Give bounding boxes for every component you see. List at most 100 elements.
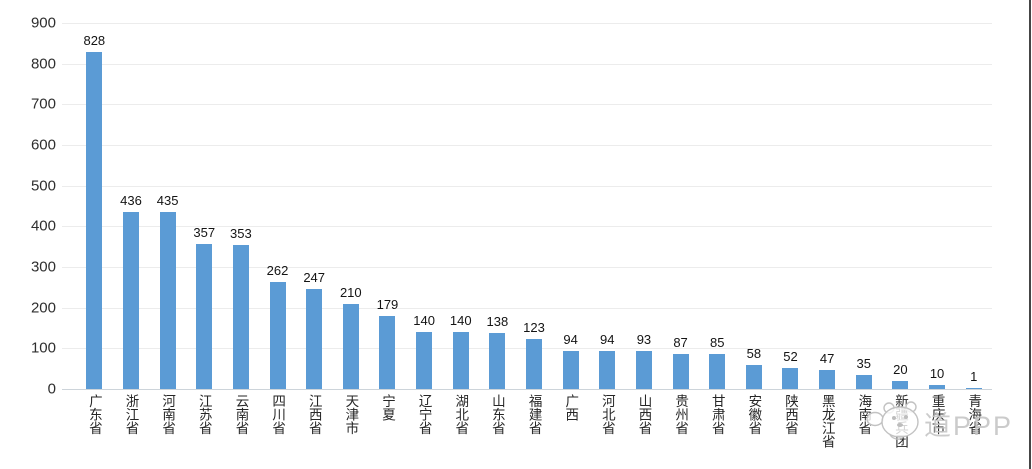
- gridline-700: [62, 104, 992, 106]
- x-axis-label-cell: 安徽省: [736, 394, 773, 448]
- bar: [672, 353, 689, 389]
- x-axis-label-cell: 福建省: [516, 394, 553, 448]
- bar: [379, 316, 396, 389]
- bar: [782, 367, 799, 389]
- bar-value-label: 140: [413, 313, 435, 329]
- bar-value-label: 10: [929, 365, 945, 381]
- bar-value-label: 247: [303, 269, 326, 285]
- x-axis-label: 贵州省: [673, 394, 689, 435]
- gridline-500: [62, 185, 992, 187]
- x-axis-label-cell: 河南省: [149, 394, 186, 448]
- bar-value-label: 179: [376, 297, 399, 313]
- x-axis-label-cell: 广西: [552, 394, 589, 448]
- x-axis-label-cell: 广东省: [76, 394, 113, 448]
- bar: [855, 374, 872, 389]
- bar: [232, 245, 249, 389]
- watermark-text: 道PPP: [924, 411, 1014, 441]
- x-axis-label: 河南省: [160, 394, 176, 435]
- gridline-600: [62, 145, 992, 146]
- gridline-800: [62, 63, 992, 65]
- bar: [709, 354, 726, 389]
- bar-value-label: 435: [156, 193, 179, 209]
- y-tick-label-500: 500: [30, 177, 56, 195]
- bar-column: 140: [442, 23, 479, 389]
- gridline-400: [62, 226, 992, 228]
- x-axis-label: 山东省: [489, 394, 505, 435]
- bar-column: 94: [552, 23, 589, 389]
- x-axis-label: 河北省: [599, 394, 615, 435]
- x-axis-label: 江苏省: [196, 394, 212, 435]
- bar-column: 47: [809, 23, 846, 389]
- bar: [269, 282, 286, 389]
- y-tick-label-100: 100: [30, 339, 56, 357]
- x-axis-label-cell: 贵州省: [662, 394, 699, 448]
- x-axis-label: 陕西省: [783, 394, 799, 435]
- bar-value-label: 1: [970, 369, 978, 384]
- bar: [196, 243, 213, 389]
- bar-value-label: 85: [709, 335, 725, 351]
- bar-value-label: 123: [523, 319, 545, 335]
- bar: [159, 212, 176, 389]
- x-axis-label: 广东省: [86, 394, 102, 435]
- bar-value-label: 35: [856, 355, 871, 371]
- bar-value-label: 353: [230, 226, 252, 242]
- bar-column: 94: [589, 23, 626, 389]
- x-axis-label-cell: 山东省: [479, 394, 516, 448]
- bar: [599, 350, 616, 389]
- bar: [965, 388, 982, 389]
- bar-column: 436: [113, 23, 150, 389]
- bar: [306, 288, 323, 389]
- x-axis-label: 山西省: [636, 394, 652, 435]
- bar-value-label: 210: [339, 284, 362, 300]
- y-tick-label-300: 300: [30, 258, 56, 276]
- bar-column: 179: [369, 23, 406, 389]
- bar-column: 138: [479, 23, 516, 389]
- x-axis-label-cell: 云南省: [223, 394, 260, 448]
- x-axis-label-cell: 黑龙江省: [809, 394, 846, 448]
- bar-value-label: 47: [819, 350, 835, 366]
- bar-value-label: 93: [636, 332, 652, 348]
- x-axis-label: 江西省: [306, 394, 322, 435]
- y-tick-label-400: 400: [30, 217, 56, 235]
- x-axis-label: 甘肃省: [709, 394, 725, 435]
- bar-value-label: 87: [673, 334, 688, 350]
- bar: [635, 351, 652, 389]
- bar-column: 20: [882, 23, 919, 389]
- bar-column: 262: [259, 23, 296, 389]
- x-axis-label-cell: 青海省: [955, 394, 992, 448]
- bar-column: 435: [149, 23, 186, 389]
- bar-column: 828: [76, 23, 113, 389]
- bar-value-label: 828: [83, 33, 106, 49]
- x-axis-label: 湖北省: [453, 394, 469, 435]
- bar: [745, 365, 762, 389]
- bar-column: 85: [699, 23, 736, 389]
- bar: [892, 380, 909, 389]
- bar: [929, 384, 946, 389]
- x-axis-label-cell: 山西省: [626, 394, 663, 448]
- gridline-200: [62, 307, 992, 309]
- x-axis-label: 海南省: [856, 394, 872, 435]
- x-axis-label: 宁夏: [380, 394, 395, 421]
- bar-column: 247: [296, 23, 333, 389]
- bar: [86, 52, 103, 389]
- bar-value-label: 94: [600, 331, 615, 347]
- gridline-300: [62, 267, 992, 268]
- x-axis-label-cell: 甘肃省: [699, 394, 736, 448]
- bar-value-label: 20: [893, 361, 908, 377]
- x-axis-label-cell: 湖北省: [442, 394, 479, 448]
- bar: [526, 338, 542, 389]
- bar-column: 123: [516, 23, 553, 389]
- bar-column: 1: [955, 23, 992, 389]
- bar-value-label: 262: [266, 263, 289, 279]
- bar-column: 58: [736, 23, 773, 389]
- x-axis-label-cell: 海南省: [845, 394, 882, 448]
- x-axis-label: 重庆市: [929, 394, 945, 435]
- bar-column: 357: [186, 23, 223, 389]
- page-right-border: [1029, 0, 1031, 469]
- y-tick-label-700: 700: [30, 95, 56, 113]
- x-axis-label-cell: 重庆市: [919, 394, 956, 448]
- x-axis-label-cell: 江西省: [296, 394, 333, 448]
- bar-column: 93: [626, 23, 663, 389]
- bar-series: 828 436 435 357 353 262 247 210 179 140 140 138 123 9…: [62, 23, 992, 389]
